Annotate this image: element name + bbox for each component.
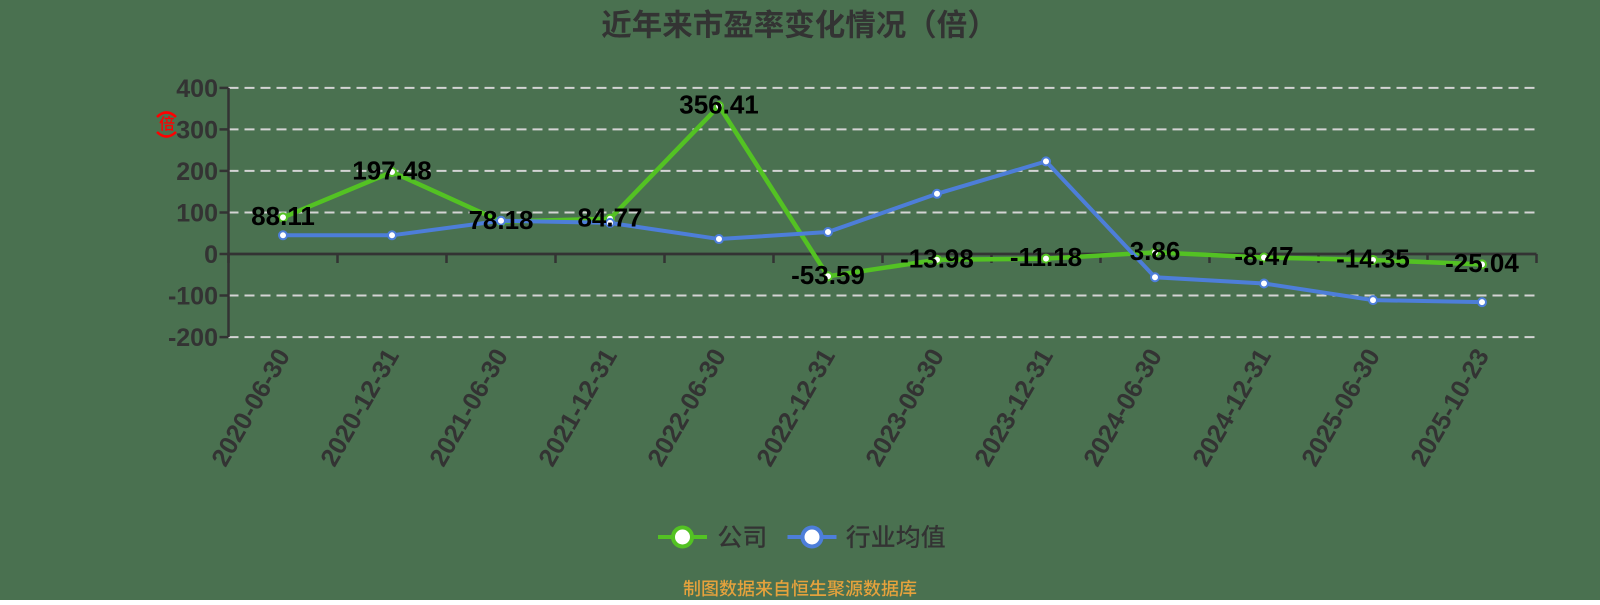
svg-text:-200: -200 <box>168 324 218 352</box>
svg-text:-100: -100 <box>168 283 218 311</box>
svg-text:300: 300 <box>176 116 218 144</box>
svg-text:197.48: 197.48 <box>352 156 432 186</box>
svg-text:-25.04: -25.04 <box>1445 248 1519 278</box>
svg-text:100: 100 <box>176 200 218 228</box>
svg-text:356.41: 356.41 <box>679 90 759 120</box>
svg-text:88.11: 88.11 <box>251 201 315 231</box>
svg-text:84.77: 84.77 <box>577 202 642 232</box>
svg-text:-8.47: -8.47 <box>1234 241 1293 271</box>
svg-text:-11.18: -11.18 <box>1010 242 1082 272</box>
svg-text:0: 0 <box>204 241 218 269</box>
svg-text:-53.59: -53.59 <box>791 260 865 290</box>
svg-text:400: 400 <box>176 75 218 103</box>
svg-text:3.86: 3.86 <box>1130 236 1181 266</box>
svg-text:200: 200 <box>176 158 218 186</box>
svg-text:78.18: 78.18 <box>468 205 533 235</box>
svg-text:-14.35: -14.35 <box>1336 244 1410 274</box>
svg-text:-13.98: -13.98 <box>900 243 974 273</box>
